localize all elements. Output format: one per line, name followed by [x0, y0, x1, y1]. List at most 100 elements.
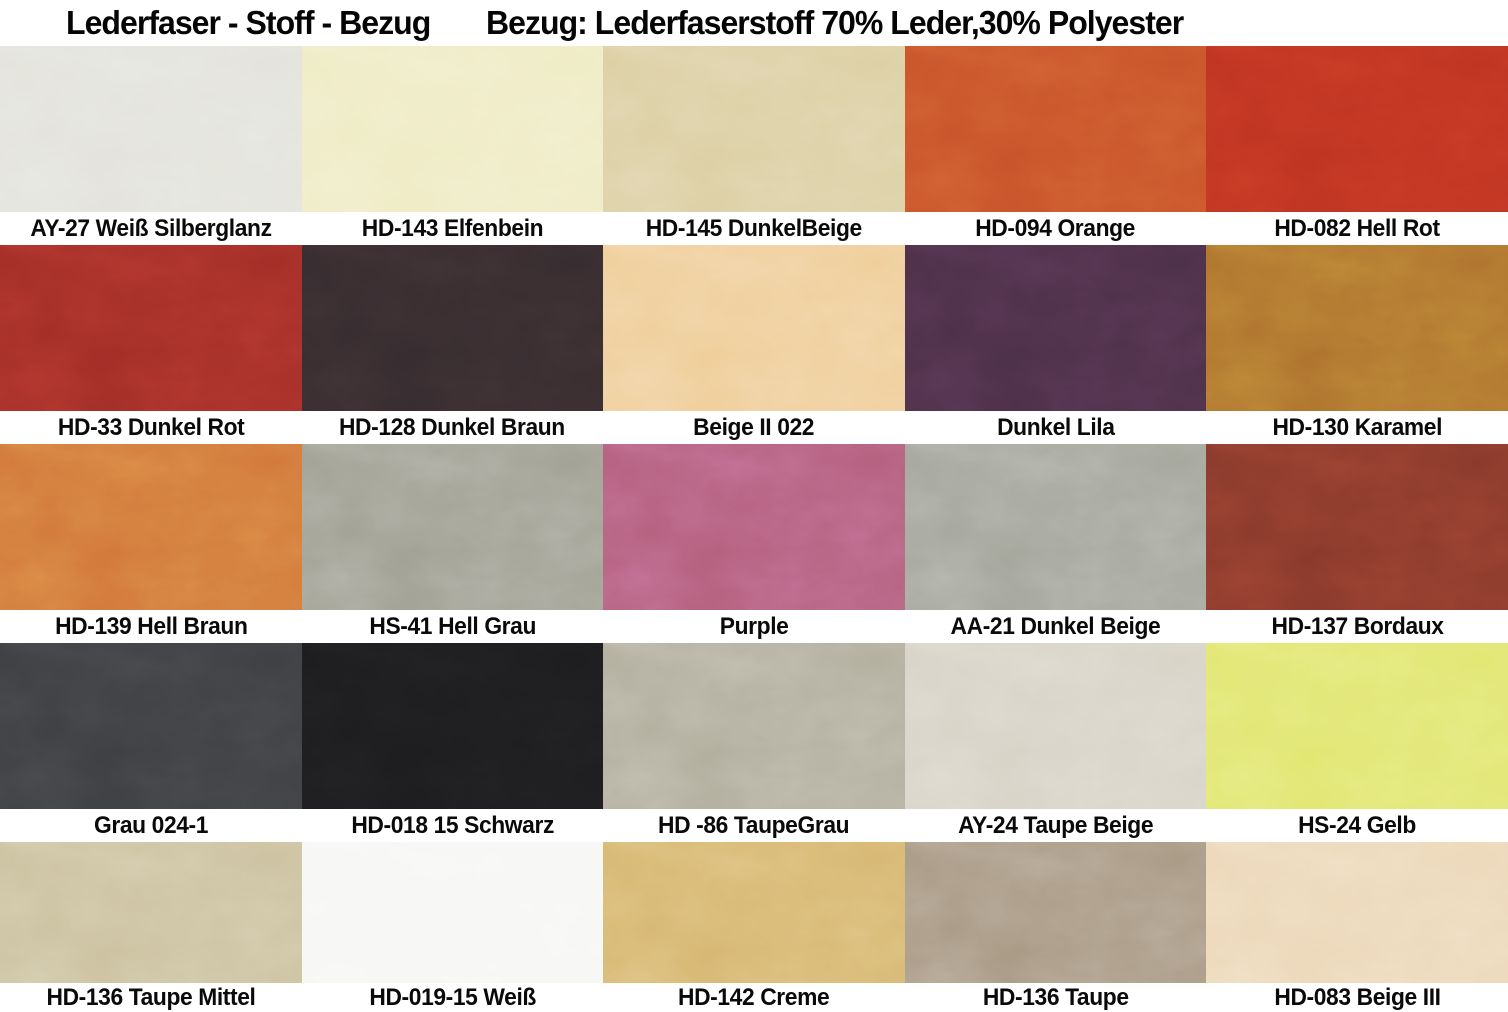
swatch-cell: HD-094 Orange	[904, 46, 1207, 245]
swatch-cell: HD-083 Beige III	[1206, 842, 1508, 1012]
swatch-color	[301, 46, 604, 212]
swatch-cell: Grau 024-1	[0, 643, 302, 842]
swatch-color	[0, 46, 302, 212]
swatch-cell: HD-018 15 Schwarz	[301, 643, 604, 842]
label-band: Grau 024-1	[0, 809, 302, 842]
label-band: HD -86 TaupeGrau	[603, 809, 905, 842]
label-band: HD-136 Taupe Mittel	[0, 983, 302, 1012]
leather-texture	[603, 444, 905, 610]
chart-header: Lederfaser - Stoff - Bezug Bezug: Lederf…	[0, 0, 1508, 46]
leather-texture	[0, 245, 302, 411]
swatch-row: HD-139 Hell Braun HS-41 Hell Grau Purple…	[0, 444, 1508, 643]
swatch-label: HD-33 Dunkel Rot	[57, 413, 245, 441]
swatch-label: HD-130 Karamel	[1272, 413, 1442, 441]
swatch-cell: HD-137 Bordaux	[1206, 444, 1508, 643]
swatch-label: AY-27 Weiß Silberglanz	[30, 214, 272, 242]
swatch-cell: Dunkel Lila	[904, 245, 1207, 444]
swatch-color	[0, 245, 302, 411]
leather-texture	[1206, 46, 1508, 212]
label-band: AY-27 Weiß Silberglanz	[0, 212, 302, 245]
swatch-color	[0, 643, 302, 809]
swatch-cell: HD-142 Creme	[603, 842, 905, 1012]
page-title: Lederfaser - Stoff - Bezug	[66, 4, 431, 41]
swatch-label: HD-137 Bordaux	[1271, 612, 1444, 640]
swatch-label: Dunkel Lila	[996, 413, 1115, 441]
swatch-label: Beige II 022	[693, 413, 815, 441]
swatch-label: HD-136 Taupe Mittel	[46, 983, 256, 1011]
leather-texture	[603, 245, 905, 411]
swatch-grid: AY-27 Weiß Silberglanz HD-143 Elfenbein …	[0, 46, 1508, 1012]
leather-texture	[0, 46, 302, 212]
swatch-cell: HD-128 Dunkel Braun	[301, 245, 604, 444]
label-band: HD-094 Orange	[904, 212, 1207, 245]
label-band: Purple	[603, 610, 905, 643]
swatch-color	[904, 842, 1207, 983]
swatch-cell: HS-41 Hell Grau	[301, 444, 604, 643]
swatch-label: HD-139 Hell Braun	[54, 612, 248, 640]
swatch-label: Grau 024-1	[93, 811, 208, 839]
swatch-cell: HD -86 TaupeGrau	[603, 643, 905, 842]
swatch-color	[1206, 444, 1508, 610]
swatch-color	[1206, 842, 1508, 983]
page-subtitle: Bezug: Lederfaserstoff 70% Leder,30% Pol…	[485, 4, 1184, 41]
leather-texture	[904, 842, 1207, 983]
label-band: HD-018 15 Schwarz	[301, 809, 604, 842]
label-band: AY-24 Taupe Beige	[904, 809, 1207, 842]
label-band: HD-142 Creme	[603, 983, 905, 1012]
swatch-row: Grau 024-1 HD-018 15 Schwarz HD -86 Taup…	[0, 643, 1508, 842]
label-band: HD-139 Hell Braun	[0, 610, 302, 643]
leather-texture	[904, 245, 1207, 411]
label-band: HS-24 Gelb	[1206, 809, 1508, 842]
label-band: HD-33 Dunkel Rot	[0, 411, 302, 444]
swatch-label: HD-083 Beige III	[1274, 983, 1441, 1011]
swatch-cell: HD-136 Taupe Mittel	[0, 842, 302, 1012]
swatch-cell: AY-27 Weiß Silberglanz	[0, 46, 302, 245]
swatch-label: HD-142 Creme	[678, 983, 830, 1011]
swatch-cell: HD-130 Karamel	[1206, 245, 1508, 444]
leather-texture	[0, 643, 302, 809]
swatch-cell: HD-136 Taupe	[904, 842, 1207, 1012]
swatch-cell: AA-21 Dunkel Beige	[904, 444, 1207, 643]
label-band: HD-136 Taupe	[904, 983, 1207, 1012]
swatch-color	[1206, 245, 1508, 411]
swatch-cell: HS-24 Gelb	[1206, 643, 1508, 842]
leather-texture	[0, 444, 302, 610]
swatch-color	[904, 643, 1207, 809]
swatch-color	[1206, 643, 1508, 809]
leather-texture	[603, 46, 905, 212]
label-band: HD-083 Beige III	[1206, 983, 1508, 1012]
leather-texture	[603, 643, 905, 809]
swatch-color	[603, 444, 905, 610]
leather-texture	[1206, 444, 1508, 610]
swatch-color	[603, 46, 905, 212]
swatch-label: HD-019-15 Weiß	[369, 983, 536, 1011]
leather-texture	[301, 245, 604, 411]
swatch-label: HD-136 Taupe	[982, 983, 1129, 1011]
swatch-label: AY-24 Taupe Beige	[958, 811, 1154, 839]
label-band: HD-137 Bordaux	[1206, 610, 1508, 643]
swatch-row: HD-33 Dunkel Rot HD-128 Dunkel Braun Bei…	[0, 245, 1508, 444]
leather-texture	[603, 842, 905, 983]
swatch-color	[0, 444, 302, 610]
swatch-label: HS-24 Gelb	[1298, 811, 1417, 839]
swatch-cell: HD-139 Hell Braun	[0, 444, 302, 643]
swatch-cell: Purple	[603, 444, 905, 643]
swatch-label: Purple	[719, 612, 789, 640]
swatch-row: HD-136 Taupe Mittel HD-019-15 Weiß HD-14…	[0, 842, 1508, 1012]
label-band: HD-143 Elfenbein	[301, 212, 604, 245]
swatch-label: HD -86 TaupeGrau	[658, 811, 850, 839]
leather-texture	[301, 46, 604, 212]
swatch-label: AA-21 Dunkel Beige	[950, 612, 1161, 640]
swatch-color	[603, 842, 905, 983]
swatch-label: HS-41 Hell Grau	[369, 612, 536, 640]
swatch-cell: HD-082 Hell Rot	[1206, 46, 1508, 245]
label-band: HD-145 DunkelBeige	[603, 212, 905, 245]
swatch-color	[0, 842, 302, 983]
leather-texture	[904, 46, 1207, 212]
swatch-cell: HD-019-15 Weiß	[301, 842, 604, 1012]
leather-texture	[1206, 842, 1508, 983]
swatch-color	[904, 444, 1207, 610]
swatch-row: AY-27 Weiß Silberglanz HD-143 Elfenbein …	[0, 46, 1508, 245]
label-band: HD-019-15 Weiß	[301, 983, 604, 1012]
swatch-color	[904, 245, 1207, 411]
